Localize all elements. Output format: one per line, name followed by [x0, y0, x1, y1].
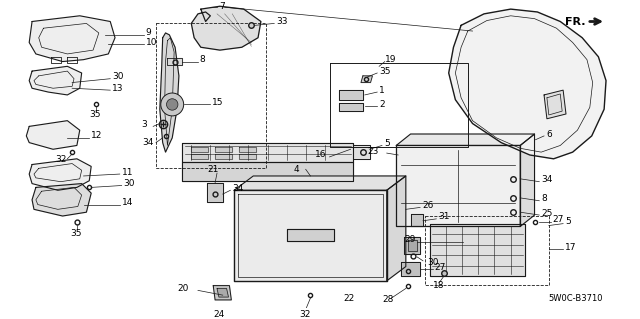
Text: 35: 35 [70, 229, 82, 238]
Text: 8: 8 [200, 55, 205, 64]
Polygon shape [239, 147, 256, 152]
Polygon shape [213, 286, 231, 300]
Text: 5W0C-B3710: 5W0C-B3710 [549, 293, 604, 302]
Polygon shape [207, 183, 223, 202]
Text: 5: 5 [565, 217, 571, 226]
Text: 20: 20 [177, 284, 188, 293]
Text: 11: 11 [122, 168, 133, 177]
Text: 27: 27 [435, 263, 446, 272]
Polygon shape [520, 134, 534, 226]
Text: 17: 17 [565, 243, 577, 252]
Text: 2: 2 [379, 100, 385, 109]
Text: 10: 10 [145, 38, 157, 47]
Polygon shape [29, 16, 115, 62]
Polygon shape [449, 9, 606, 159]
Text: 15: 15 [212, 98, 224, 107]
Polygon shape [215, 154, 232, 159]
Polygon shape [32, 184, 91, 216]
Text: 25: 25 [541, 209, 552, 218]
Text: 30: 30 [112, 72, 124, 81]
Text: 21: 21 [207, 165, 219, 174]
Polygon shape [215, 147, 232, 152]
Polygon shape [234, 190, 387, 281]
Text: 8: 8 [541, 194, 547, 203]
Text: 16: 16 [316, 151, 327, 160]
Text: 34: 34 [541, 175, 552, 184]
Polygon shape [182, 143, 353, 162]
Polygon shape [191, 147, 209, 152]
Text: 3: 3 [141, 120, 147, 129]
Polygon shape [396, 145, 520, 226]
Polygon shape [191, 6, 261, 50]
Polygon shape [217, 288, 228, 297]
Text: 32: 32 [299, 310, 310, 319]
Polygon shape [29, 159, 91, 190]
Polygon shape [182, 162, 353, 181]
Text: 9: 9 [145, 28, 151, 37]
Text: FR.: FR. [564, 17, 585, 26]
Text: 34: 34 [143, 138, 154, 147]
Text: 6: 6 [546, 130, 552, 138]
Polygon shape [544, 90, 566, 119]
Text: 23: 23 [367, 147, 379, 156]
Polygon shape [408, 240, 417, 251]
Polygon shape [234, 176, 406, 190]
Polygon shape [429, 224, 525, 276]
Polygon shape [353, 145, 369, 159]
Polygon shape [339, 102, 363, 111]
Text: 5: 5 [384, 139, 390, 148]
Text: 31: 31 [438, 212, 450, 221]
Text: 35: 35 [89, 110, 100, 119]
Text: 30: 30 [124, 179, 135, 188]
Polygon shape [404, 237, 420, 254]
Circle shape [166, 99, 178, 110]
Polygon shape [396, 134, 534, 145]
Text: 4: 4 [293, 165, 299, 174]
Text: 35: 35 [379, 67, 390, 76]
Polygon shape [29, 66, 82, 95]
Polygon shape [191, 154, 209, 159]
Text: 13: 13 [112, 84, 124, 93]
Text: 27: 27 [552, 215, 564, 224]
Polygon shape [26, 121, 80, 149]
Text: 29: 29 [404, 235, 415, 244]
Text: 34: 34 [232, 184, 244, 193]
Text: 30: 30 [427, 258, 438, 267]
Polygon shape [361, 76, 372, 83]
Text: 19: 19 [385, 55, 396, 64]
Text: 33: 33 [276, 17, 287, 26]
Polygon shape [411, 214, 423, 226]
Polygon shape [168, 58, 182, 65]
Polygon shape [287, 229, 334, 241]
Polygon shape [339, 90, 363, 100]
Text: 18: 18 [433, 281, 444, 290]
Text: 26: 26 [422, 201, 433, 210]
Text: 24: 24 [213, 310, 225, 319]
Text: 1: 1 [379, 86, 385, 95]
Text: 7: 7 [219, 2, 225, 11]
Text: 14: 14 [122, 198, 133, 207]
Text: 22: 22 [344, 293, 355, 302]
Polygon shape [160, 33, 179, 152]
Polygon shape [401, 262, 420, 276]
Text: 32: 32 [55, 155, 67, 164]
Polygon shape [239, 154, 256, 159]
Circle shape [161, 93, 184, 116]
Text: 28: 28 [382, 295, 394, 304]
Text: 12: 12 [91, 131, 102, 140]
Polygon shape [387, 176, 406, 281]
